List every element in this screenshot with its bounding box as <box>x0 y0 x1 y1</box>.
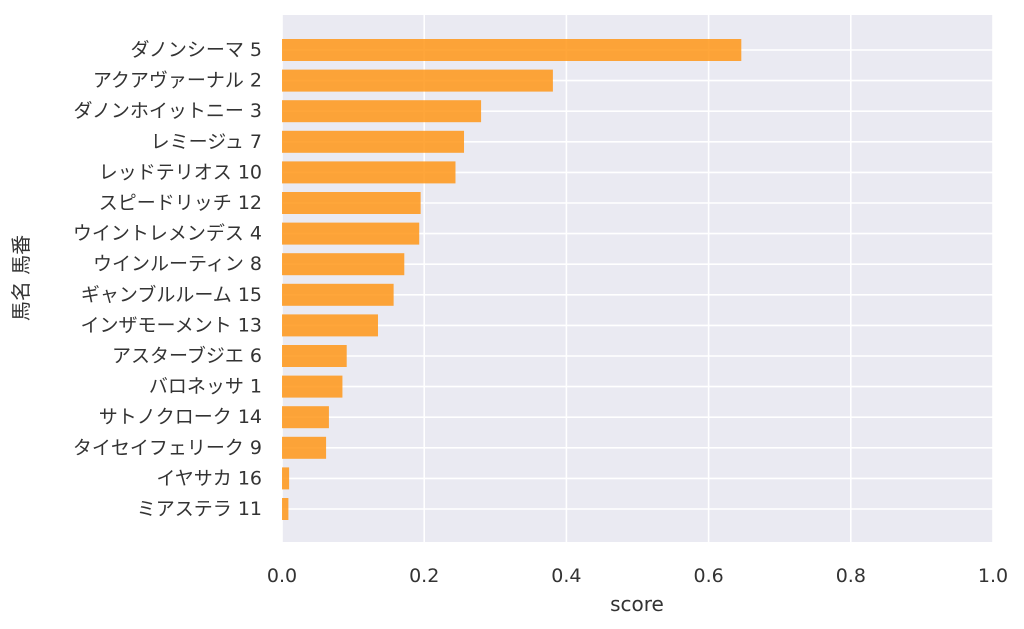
x-axis-label: score <box>610 592 664 616</box>
bar <box>282 314 378 337</box>
category-label: サトノクローク 14 <box>99 406 262 428</box>
category-label: ダノンシーマ 5 <box>130 39 262 61</box>
y-axis-label: 馬名 馬番 <box>9 235 33 321</box>
bar <box>282 406 329 429</box>
bar <box>282 345 347 367</box>
bar <box>282 467 290 490</box>
bar <box>282 192 421 214</box>
bar <box>282 283 394 306</box>
category-label: アクアヴァーナル 2 <box>93 70 262 92</box>
category-label: ミアステラ 11 <box>137 498 262 520</box>
plot-area <box>282 15 993 542</box>
x-tick-label: 0.2 <box>409 565 439 587</box>
bar <box>282 375 343 398</box>
x-tick-label: 0.8 <box>836 565 866 587</box>
bar <box>282 161 456 184</box>
category-label: スピードリッチ 12 <box>99 192 262 214</box>
bar <box>282 253 405 276</box>
x-tick-labels: 0.0 0.2 0.4 0.6 0.8 1.0 <box>267 565 1008 587</box>
x-tick-label: 0.0 <box>267 565 297 587</box>
bar <box>282 100 482 123</box>
category-label: タイセイフェリーク 9 <box>73 437 262 459</box>
category-label: イヤサカ 16 <box>156 467 262 489</box>
bar <box>282 436 327 459</box>
category-label: ウインルーティン 8 <box>93 253 262 275</box>
category-label: レミージュ 7 <box>151 131 262 153</box>
category-label: アスターブジエ 6 <box>112 344 262 367</box>
bar <box>282 69 553 92</box>
x-tick-label: 0.6 <box>693 565 723 587</box>
bar <box>282 130 465 153</box>
category-label: ダノンホイットニー 3 <box>73 100 262 122</box>
bar <box>282 39 742 61</box>
category-label: レッドテリオス 10 <box>99 161 262 183</box>
x-tick-label: 1.0 <box>978 565 1008 587</box>
bar <box>282 498 289 520</box>
category-label: バロネッサ 1 <box>149 376 262 398</box>
category-label: インザモーメント 13 <box>81 314 262 336</box>
x-tick-label: 0.4 <box>551 565 581 587</box>
bar <box>282 222 420 245</box>
bars <box>282 39 742 520</box>
category-label: ギャンブルルーム 15 <box>81 283 262 306</box>
category-label: ウイントレメンデス 4 <box>73 223 262 245</box>
category-labels: ダノンシーマ 5 アクアヴァーナル 2 ダノンホイットニー 3 レミージュ 7 レッドテ… <box>73 39 262 520</box>
